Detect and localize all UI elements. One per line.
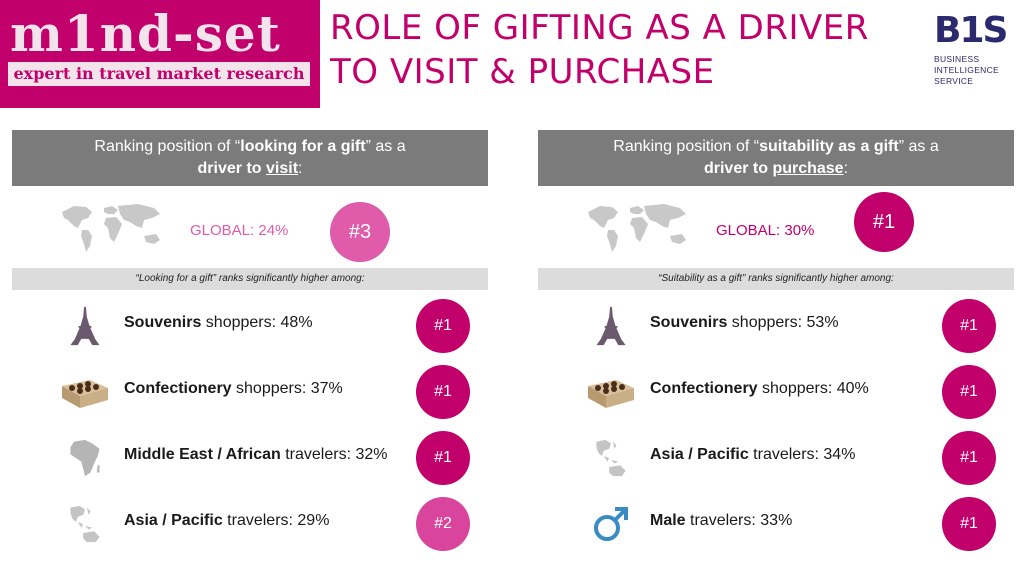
logo-wordmark: m1nd-set [10, 4, 281, 63]
purchase-row-rank-badge: #1 [942, 497, 996, 551]
visit-header-end: : [298, 160, 303, 177]
purchase-header-pre: Ranking position of “ [613, 138, 760, 155]
visit-row-souvenirs: Souvenirs shoppers: 48% #1 [12, 296, 488, 356]
male-symbol-icon [586, 504, 636, 544]
visit-row-rank-badge: #2 [416, 497, 470, 551]
chocolate-box-icon [60, 372, 110, 412]
world-map-icon [56, 198, 168, 254]
purchase-global-rank-badge: #1 [854, 192, 914, 252]
purchase-row-text: Asia / Pacific travelers: 34% [650, 446, 856, 463]
purchase-header-bold: suitability as a gift [759, 138, 899, 155]
purchase-row-asia-pacific: Asia / Pacific travelers: 34% #1 [538, 428, 1014, 488]
page-title: ROLE OF GIFTING AS A DRIVER TO VISIT & P… [330, 6, 890, 94]
eiffel-tower-icon [586, 306, 636, 346]
purchase-global-label: GLOBAL: 30% [716, 222, 815, 239]
asia-map-icon [586, 438, 636, 478]
purchase-header-mid: ” as a [898, 138, 939, 155]
visit-row-text: Asia / Pacific travelers: 29% [124, 512, 330, 529]
visit-row-rank-badge: #1 [416, 299, 470, 353]
visit-row-rank-badge: #1 [416, 365, 470, 419]
visit-row-confectionery: Confectionery shoppers: 37% #1 [12, 362, 488, 422]
visit-row-text: Souvenirs shoppers: 48% [124, 314, 313, 331]
eiffel-tower-icon [60, 306, 110, 346]
logo-tagline: expert in travel market research [8, 62, 310, 86]
bis-mark: B1S [934, 10, 1008, 51]
visit-header-mid: ” as a [365, 138, 406, 155]
visit-row-rank-badge: #1 [416, 431, 470, 485]
world-map-icon [582, 198, 694, 254]
visit-header-underline: visit [266, 160, 299, 177]
visit-header-bold: looking for a gift [240, 138, 366, 155]
purchase-row-rank-badge: #1 [942, 299, 996, 353]
visit-header-bold2: driver to [197, 160, 266, 177]
visit-panel: Ranking position of “looking for a gift”… [12, 130, 488, 551]
visit-header-pre: Ranking position of “ [94, 138, 241, 155]
purchase-panel-header: Ranking position of “suitability as a gi… [538, 130, 1014, 186]
africa-map-icon [60, 438, 110, 478]
purchase-row-rank-badge: #1 [942, 431, 996, 485]
visit-row-text: Middle East / African travelers: 32% [124, 446, 388, 463]
visit-row-middle-east-africa: Middle East / African travelers: 32% #1 [12, 428, 488, 488]
purchase-header-underline: purchase [772, 160, 844, 177]
purchase-panel: Ranking position of “suitability as a gi… [538, 130, 1014, 551]
purchase-row-text: Souvenirs shoppers: 53% [650, 314, 839, 331]
bis-caption-line1: BUSINESS [934, 54, 980, 64]
bis-caption-line3: SERVICE [934, 76, 974, 86]
purchase-row-male: Male travelers: 33% #1 [538, 494, 1014, 554]
bis-logo: B1S BUSINESS INTELLIGENCE SERVICE [934, 12, 1014, 87]
mindset-logo: m1nd-set expert in travel market researc… [0, 0, 320, 108]
chocolate-box-icon [586, 372, 636, 412]
visit-panel-header: Ranking position of “looking for a gift”… [12, 130, 488, 186]
bis-caption-line2: INTELLIGENCE [934, 65, 1000, 75]
purchase-row-confectionery: Confectionery shoppers: 40% #1 [538, 362, 1014, 422]
visit-global-rank-badge: #3 [330, 202, 390, 262]
asia-map-icon [60, 504, 110, 544]
purchase-header-end: : [843, 160, 849, 177]
visit-row-text: Confectionery shoppers: 37% [124, 380, 343, 397]
purchase-row-text: Confectionery shoppers: 40% [650, 380, 869, 397]
purchase-row-rank-badge: #1 [942, 365, 996, 419]
purchase-header-bold2: driver to [703, 160, 773, 177]
page-title-line2: TO VISIT & PURCHASE [330, 52, 715, 92]
purchase-row-souvenirs: Souvenirs shoppers: 53% #1 [538, 296, 1014, 356]
purchase-subgroup-strip: “Suitability as a gift” ranks significan… [538, 268, 1014, 290]
visit-global-label: GLOBAL: 24% [190, 222, 289, 239]
page-title-line1: ROLE OF GIFTING AS A DRIVER [330, 8, 869, 48]
purchase-row-text: Male travelers: 33% [650, 512, 793, 529]
visit-subgroup-strip: “Looking for a gift” ranks significantly… [12, 268, 488, 290]
visit-row-asia-pacific: Asia / Pacific travelers: 29% #2 [12, 494, 488, 554]
bis-caption: BUSINESS INTELLIGENCE SERVICE [934, 54, 1014, 87]
